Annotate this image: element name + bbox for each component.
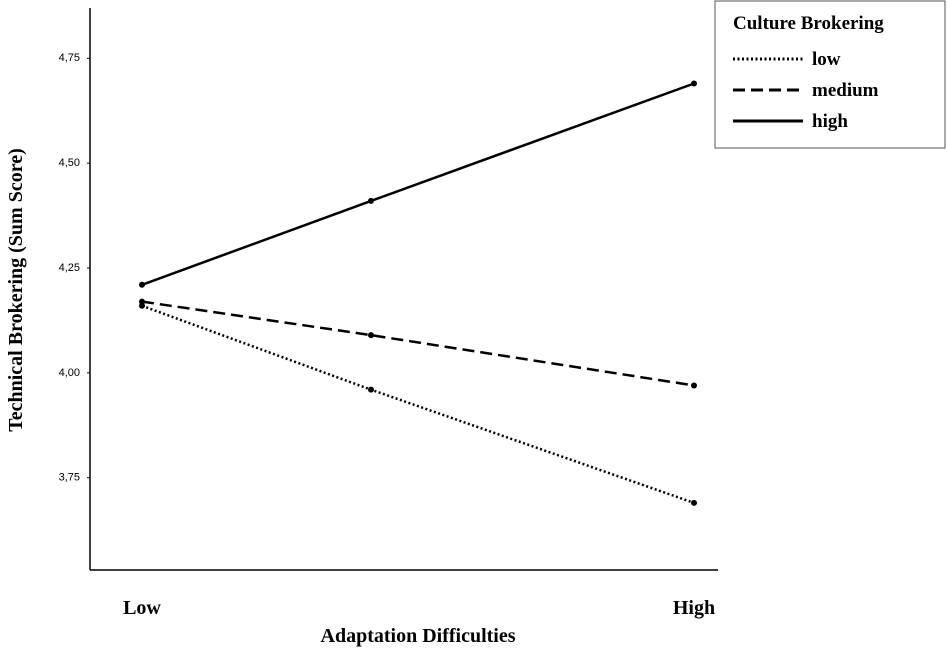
point: [139, 302, 145, 309]
y-tick-label: 4,00: [59, 367, 80, 379]
legend-title: Culture Brokering: [733, 13, 884, 34]
x-axis-title: Adaptation Difficulties: [321, 625, 516, 647]
y-tick-label: 4,75: [59, 52, 80, 64]
series-line: [141, 82, 695, 286]
legend-box: [714, 0, 946, 149]
y-tick-label: 3,75: [59, 472, 80, 484]
y-axis-title: Technical Brokering (Sum Score): [5, 148, 27, 432]
x-tick-label: High: [673, 597, 715, 619]
point: [368, 197, 374, 204]
point: [368, 386, 374, 393]
point: [139, 298, 145, 305]
legend-label: low: [812, 49, 841, 70]
series-line: [141, 300, 695, 387]
point: [139, 281, 145, 288]
legend-label: high: [812, 111, 848, 132]
legend-label: medium: [812, 80, 879, 101]
point: [691, 499, 697, 506]
point: [691, 382, 697, 389]
point: [691, 80, 697, 87]
series-line: [141, 304, 695, 505]
y-tick-label: 4,25: [59, 262, 80, 274]
point: [368, 332, 374, 339]
y-tick-label: 4,50: [59, 157, 80, 169]
x-tick-label: Low: [123, 597, 161, 619]
